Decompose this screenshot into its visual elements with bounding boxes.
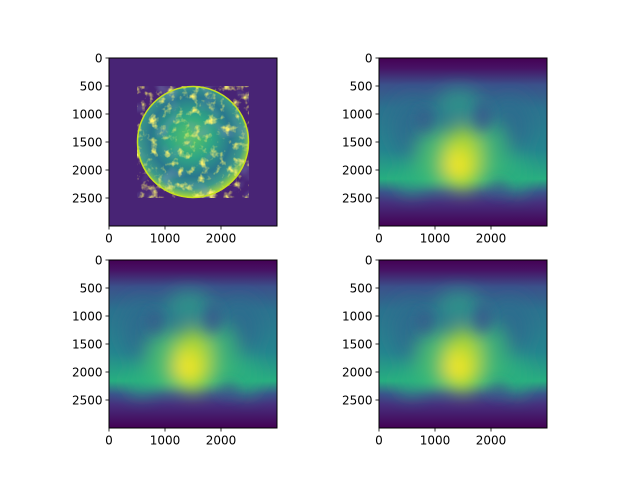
x-tick-label: 0 (105, 434, 113, 448)
y-axis: 0 500 1000 1500 2000 2500 (72, 51, 109, 205)
y-tick-label: 0 (365, 51, 373, 65)
y-axis: 0 500 1000 1500 2000 2500 (342, 51, 379, 205)
x-tick-label: 1000 (150, 434, 181, 448)
y-tick-label: 0 (365, 253, 373, 267)
subplot-blurred-2: 0 1000 2000 0 500 1000 1500 2000 2500 (72, 253, 278, 448)
y-tick-label: 2000 (342, 365, 373, 379)
y-tick-label: 0 (95, 253, 103, 267)
y-tick-label: 1500 (72, 135, 103, 149)
x-tick-label: 1000 (420, 434, 451, 448)
x-tick-label: 1000 (420, 232, 451, 246)
x-axis: 0 1000 2000 (375, 226, 506, 246)
heatmap-image (109, 260, 277, 428)
x-tick-label: 0 (105, 232, 113, 246)
x-tick-label: 2000 (206, 434, 237, 448)
x-tick-label: 2000 (476, 434, 507, 448)
x-tick-label: 2000 (476, 232, 507, 246)
heatmap-image (109, 58, 277, 226)
y-tick-label: 0 (95, 51, 103, 65)
x-tick-label: 0 (375, 434, 383, 448)
x-tick-label: 2000 (206, 232, 237, 246)
y-axis: 0 500 1000 1500 2000 2500 (342, 253, 379, 407)
y-tick-label: 2000 (72, 163, 103, 177)
y-tick-label: 2000 (72, 365, 103, 379)
x-axis: 0 1000 2000 (375, 428, 506, 448)
y-tick-label: 2500 (72, 191, 103, 205)
subplot-blurred-3: 0 1000 2000 0 500 1000 1500 2000 2500 (342, 253, 548, 448)
x-tick-label: 1000 (150, 232, 181, 246)
y-tick-label: 2500 (342, 393, 373, 407)
y-tick-label: 500 (80, 79, 103, 93)
y-tick-label: 1500 (342, 135, 373, 149)
y-axis: 0 500 1000 1500 2000 2500 (72, 253, 109, 407)
x-axis: 0 1000 2000 (105, 428, 236, 448)
y-tick-label: 2500 (342, 191, 373, 205)
subplot-blurred-1: 0 1000 2000 0 500 1000 1500 2000 2500 (342, 51, 548, 246)
y-tick-label: 1000 (342, 309, 373, 323)
y-tick-label: 1000 (342, 107, 373, 121)
y-tick-label: 1500 (342, 337, 373, 351)
y-tick-label: 2000 (342, 163, 373, 177)
x-tick-label: 0 (375, 232, 383, 246)
y-tick-label: 500 (80, 281, 103, 295)
y-tick-label: 2500 (72, 393, 103, 407)
y-tick-label: 500 (350, 281, 373, 295)
heatmap-image (379, 260, 547, 428)
y-tick-label: 1000 (72, 309, 103, 323)
subplot-original-moon: 0 1000 2000 0 500 1000 1500 2000 2500 (72, 51, 278, 246)
y-tick-label: 1500 (72, 337, 103, 351)
x-axis: 0 1000 2000 (105, 226, 236, 246)
heatmap-image (379, 58, 547, 226)
y-tick-label: 500 (350, 79, 373, 93)
y-tick-label: 1000 (72, 107, 103, 121)
